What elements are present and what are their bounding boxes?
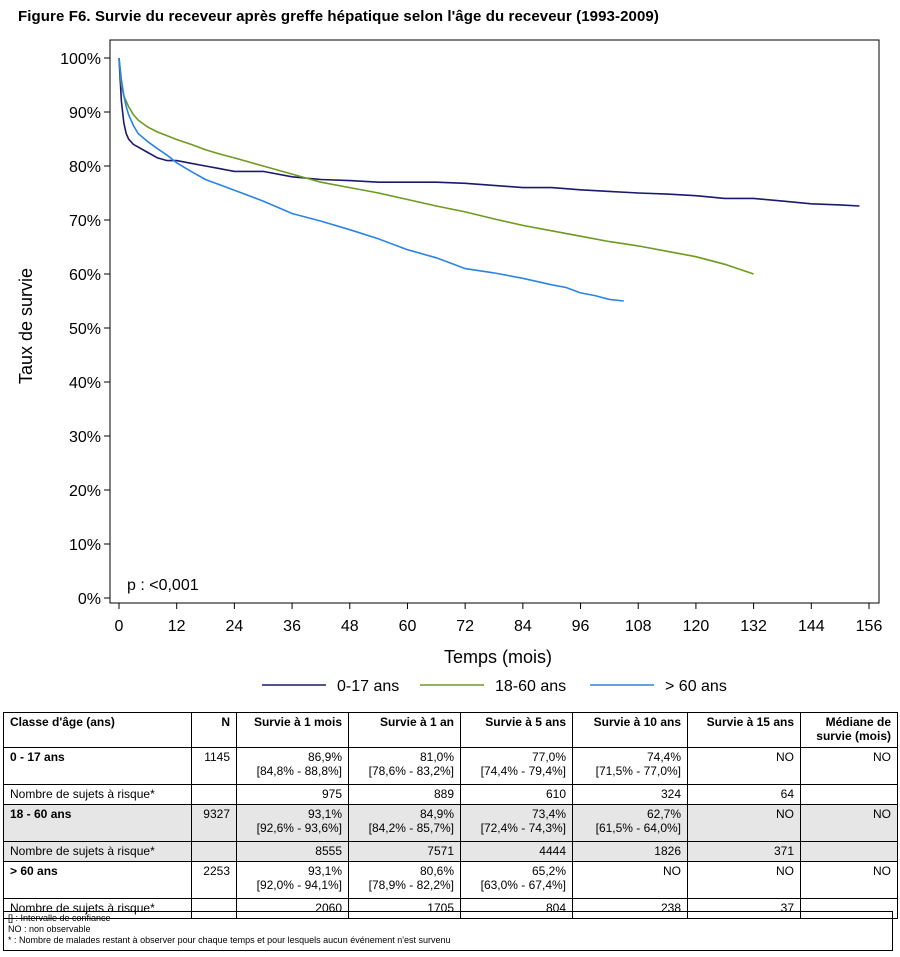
risk-row: Nombre de sujets à risque* 975 889 610 324 64	[3, 784, 898, 805]
table-header: Survie à 15 ans	[687, 712, 801, 748]
table-header: Classe d'âge (ans)	[3, 712, 192, 748]
risk-cell: 610	[460, 784, 573, 805]
risk-cell: 324	[572, 784, 688, 805]
empty-cell	[800, 784, 898, 805]
x-tick-label: 24	[225, 618, 243, 635]
y-axis-title: Taux de survie	[16, 268, 36, 384]
survival-cell: 77,0% [74,4% - 79,4%]	[460, 747, 573, 785]
table-header: Survie à 10 ans	[572, 712, 688, 748]
empty-cell	[191, 841, 237, 862]
legend-label-2: > 60 ans	[665, 678, 727, 695]
risk-cell: 64	[687, 784, 801, 805]
series-line-1	[118, 57, 754, 275]
x-tick-label: 0	[115, 618, 124, 635]
y-tick-label: 0%	[78, 591, 101, 608]
survival-cell: 81,0% [78,6% - 83,2%]	[348, 747, 461, 785]
age-class-cell: > 60 ans	[3, 861, 192, 899]
x-tick-label: 120	[683, 618, 710, 635]
median-cell: NO	[800, 804, 898, 842]
y-tick-label: 30%	[69, 429, 101, 446]
risk-label-cell: Nombre de sujets à risque*	[3, 784, 192, 805]
note-ci: [] : Intervalle de confiance	[8, 913, 111, 923]
empty-cell	[800, 841, 898, 862]
table-row: > 60 ans 2253 93,1% [92,0% - 94,1%] 80,6% [78…	[3, 861, 898, 899]
table-notes: [] : Intervalle de confiance NO : non ob…	[3, 911, 893, 951]
risk-cell: 1826	[572, 841, 688, 862]
y-tick-label: 60%	[69, 267, 101, 284]
median-cell: NO	[800, 861, 898, 899]
p-value-annotation: p : <0,001	[127, 577, 199, 594]
age-class-cell: 0 - 17 ans	[3, 747, 192, 785]
note-no: NO : non observable	[8, 924, 91, 934]
y-tick-label: 100%	[60, 51, 101, 68]
empty-cell	[191, 784, 237, 805]
x-tick-label: 12	[168, 618, 186, 635]
age-class-cell: 18 - 60 ans	[3, 804, 192, 842]
y-tick-label: 90%	[69, 105, 101, 122]
x-tick-label: 132	[740, 618, 767, 635]
survival-table: Classe d'âge (ans) N Survie à 1 mois Survie…	[3, 712, 898, 919]
series-line-2	[118, 57, 624, 302]
y-tick-label: 70%	[69, 213, 101, 230]
plot-area	[109, 39, 880, 604]
table-header: N	[191, 712, 237, 748]
survival-cell: 93,1% [92,6% - 93,6%]	[236, 804, 349, 842]
series-line-0	[118, 57, 860, 207]
x-axis-title: Temps (mois)	[444, 647, 552, 667]
survival-cell: 86,9% [84,8% - 88,8%]	[236, 747, 349, 785]
survival-chart: 0% 10% 20% 30% 40% 50% 60% 70% 80% 90% 100% 0 12 24 36…	[16, 39, 883, 695]
survival-cell: NO	[687, 804, 801, 842]
table-header: Survie à 1 mois	[236, 712, 349, 748]
median-cell: NO	[800, 747, 898, 785]
legend-label-0: 0-17 ans	[337, 678, 399, 695]
table-header: Survie à 1 an	[348, 712, 461, 748]
x-tick-label: 84	[514, 618, 532, 635]
survival-cell: 62,7% [61,5% - 64,0%]	[572, 804, 688, 842]
x-tick-label: 36	[283, 618, 301, 635]
x-tick-label: 96	[572, 618, 590, 635]
x-tick-label: 60	[399, 618, 417, 635]
risk-cell: 8555	[236, 841, 349, 862]
figure-title: Figure F6. Survie du receveur après gref…	[18, 8, 659, 25]
y-tick-label: 80%	[69, 159, 101, 176]
n-cell: 9327	[191, 804, 237, 842]
risk-cell: 4444	[460, 841, 573, 862]
table-row: 18 - 60 ans 9327 93,1% [92,6% - 93,6%] 84,9%…	[3, 804, 898, 842]
y-tick-label: 20%	[69, 483, 101, 500]
table-header: Médiane de survie (mois)	[800, 712, 898, 748]
note-risk: * : Nombre de malades restant à observer…	[8, 935, 451, 945]
survival-cell: 84,9% [84,2% - 85,7%]	[348, 804, 461, 842]
risk-row: Nombre de sujets à risque* 8555 7571 4444 18…	[3, 841, 898, 862]
survival-cell: NO	[572, 861, 688, 899]
x-tick-label: 156	[856, 618, 883, 635]
y-tick-label: 10%	[69, 537, 101, 554]
survival-cell: 65,2% [63,0% - 67,4%]	[460, 861, 573, 899]
x-tick-label: 72	[456, 618, 474, 635]
table-row: 0 - 17 ans 1145 86,9% [84,8% - 88,8%] 81,0%[…	[3, 747, 898, 785]
survival-cell: 93,1% [92,0% - 94,1%]	[236, 861, 349, 899]
y-tick-label: 50%	[69, 321, 101, 338]
survival-cell: 73,4% [72,4% - 74,3%]	[460, 804, 573, 842]
x-tick-label: 108	[625, 618, 652, 635]
survival-cell: NO	[687, 861, 801, 899]
survival-cell: 80,6% [78,9% - 82,2%]	[348, 861, 461, 899]
legend-label-1: 18-60 ans	[495, 678, 566, 695]
y-tick-label: 40%	[69, 375, 101, 392]
x-tick-label: 144	[798, 618, 825, 635]
table-header: Survie à 5 ans	[460, 712, 573, 748]
risk-cell: 7571	[348, 841, 461, 862]
survival-cell: NO	[687, 747, 801, 785]
x-tick-label: 48	[341, 618, 359, 635]
n-cell: 1145	[191, 747, 237, 785]
risk-cell: 889	[348, 784, 461, 805]
survival-cell: 74,4% [71,5% - 77,0%]	[572, 747, 688, 785]
empty-cell	[800, 898, 898, 919]
risk-label-cell: Nombre de sujets à risque*	[3, 841, 192, 862]
n-cell: 2253	[191, 861, 237, 899]
risk-cell: 371	[687, 841, 801, 862]
risk-cell: 975	[236, 784, 349, 805]
